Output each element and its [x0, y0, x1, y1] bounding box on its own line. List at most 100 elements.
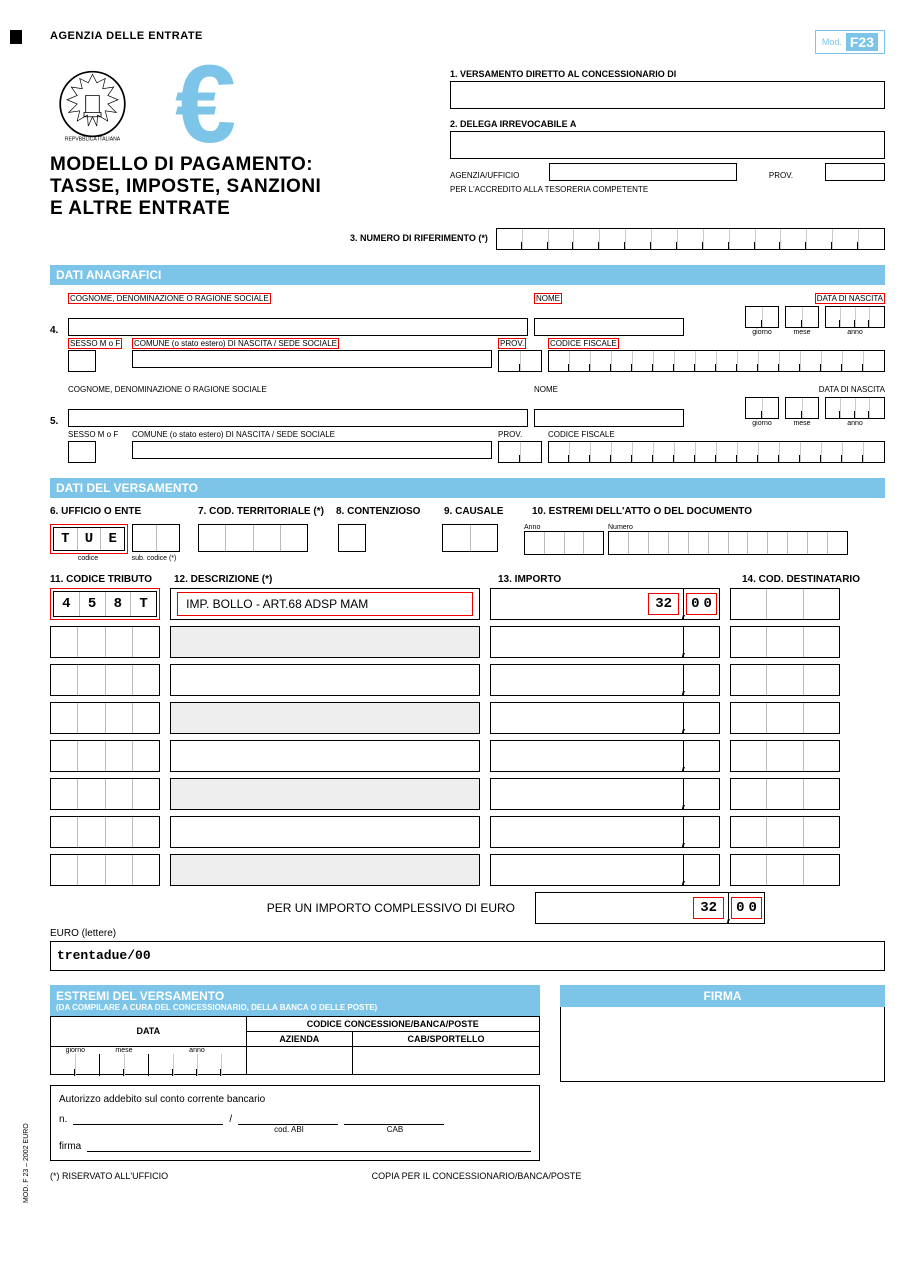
label-f13: 13. IMPORTO: [498, 574, 728, 585]
input-prov-4[interactable]: [498, 350, 542, 372]
input-delega[interactable]: [450, 131, 885, 159]
importo-totale: 3200: [535, 892, 765, 924]
desc-row-7[interactable]: [170, 816, 480, 848]
lbl-m: mese: [100, 1047, 149, 1054]
desc-row-4[interactable]: [170, 702, 480, 734]
footer-copia: COPIA PER IL CONCESSIONARIO/BANCA/POSTE: [372, 1171, 582, 1181]
firma-box[interactable]: [560, 1007, 885, 1082]
label-comune-4: COMUNE (o stato estero) DI NASCITA / SED…: [132, 338, 339, 349]
input-ufficio-codice[interactable]: TUE: [53, 527, 125, 551]
input-ufficio-sub[interactable]: [132, 524, 180, 552]
lbl-numero-atto: Numero: [608, 524, 633, 531]
input-agenzia[interactable]: [549, 163, 737, 181]
input-cabsport[interactable]: [353, 1046, 540, 1074]
desc-row-2[interactable]: [170, 626, 480, 658]
tot-int: 32: [700, 900, 717, 916]
importo-row-4[interactable]: [490, 702, 720, 734]
euro-icon: €: [175, 66, 236, 143]
desc-row-1[interactable]: IMP. BOLLO - ART.68 ADSP MAM: [170, 588, 480, 620]
desc-row-8[interactable]: [170, 854, 480, 886]
tributo-row-6[interactable]: [50, 778, 160, 810]
estremi-title: ESTREMI DEL VERSAMENTO: [56, 989, 534, 1003]
input-causale[interactable]: [442, 524, 498, 552]
lbl-cab: CAB: [345, 1125, 445, 1134]
importo-row-1[interactable]: 3200: [490, 588, 720, 620]
th-cab: CAB/SPORTELLO: [353, 1031, 540, 1046]
importo-row-2[interactable]: [490, 626, 720, 658]
lbl-mese-5: mese: [785, 420, 819, 427]
input-concessionario[interactable]: [450, 81, 885, 109]
input-conto-2[interactable]: [238, 1113, 338, 1125]
label-eurolettere: EURO (lettere): [50, 928, 885, 939]
dest-row-3[interactable]: [730, 664, 840, 696]
input-sesso-5[interactable]: [68, 441, 96, 463]
input-conto-n[interactable]: [73, 1113, 223, 1125]
input-territoriale[interactable]: [198, 524, 308, 552]
tributo-row-5[interactable]: [50, 740, 160, 772]
importo-row-7[interactable]: [490, 816, 720, 848]
input-contenzioso[interactable]: [338, 524, 366, 552]
label-totale: PER UN IMPORTO COMPLESSIVO DI EURO: [50, 895, 525, 921]
input-comune-5[interactable]: [132, 441, 492, 459]
trib-c3: T: [131, 592, 156, 616]
input-firma-auth[interactable]: [87, 1140, 531, 1152]
tributo-row-7[interactable]: [50, 816, 160, 848]
label-f7: 7. COD. TERRITORIALE (*): [198, 506, 328, 517]
mod-badge: Mod. F23: [815, 30, 885, 54]
tributo-row-8[interactable]: [50, 854, 160, 886]
auth-text: Autorizzo addebito sul conto corrente ba…: [59, 1094, 531, 1105]
tributo-row-2[interactable]: [50, 626, 160, 658]
label-accredito: PER L'ACCREDITO ALLA TESORERIA COMPETENT…: [450, 185, 885, 194]
importo-row-5[interactable]: [490, 740, 720, 772]
tributo-row-3[interactable]: [50, 664, 160, 696]
label-datanascita-5: DATA DI NASCITA: [819, 385, 885, 394]
input-cognome-4[interactable]: [68, 318, 528, 336]
input-nome-5[interactable]: [534, 409, 684, 427]
mod-label: Mod.: [822, 37, 842, 47]
input-cognome-5[interactable]: [68, 409, 528, 427]
estremi-header: ESTREMI DEL VERSAMENTO (DA COMPILARE A C…: [50, 985, 540, 1016]
lbl-codice: codice: [50, 555, 126, 562]
desc-row-6[interactable]: [170, 778, 480, 810]
row-num-5: 5.: [50, 416, 62, 427]
dest-row-2[interactable]: [730, 626, 840, 658]
input-prov[interactable]: [825, 163, 885, 181]
trib-c0: 4: [54, 592, 80, 616]
input-riferimento[interactable]: [496, 228, 885, 250]
input-conto-3[interactable]: [344, 1113, 444, 1125]
tributo-row-4[interactable]: [50, 702, 160, 734]
dest-row-7[interactable]: [730, 816, 840, 848]
input-prov-5[interactable]: [498, 441, 542, 463]
importo-row-8[interactable]: [490, 854, 720, 886]
dest-row-6[interactable]: [730, 778, 840, 810]
input-atto-numero[interactable]: [608, 531, 848, 555]
input-cf-5[interactable]: [548, 441, 885, 463]
row-num-4: 4.: [50, 325, 62, 336]
label-prov: PROV.: [769, 171, 793, 180]
input-atto-anno[interactable]: [524, 531, 604, 555]
desc-row-5[interactable]: [170, 740, 480, 772]
importo-row-6[interactable]: [490, 778, 720, 810]
importo-row-3[interactable]: [490, 664, 720, 696]
title-line1: MODELLO DI PAGAMENTO:: [50, 154, 430, 176]
label-sesso-4: SESSO M o F: [68, 338, 122, 349]
lbl-n: n.: [59, 1114, 67, 1125]
uff-c2: E: [101, 528, 124, 550]
input-nome-4[interactable]: [534, 318, 684, 336]
input-azienda[interactable]: [246, 1046, 352, 1074]
dest-row-4[interactable]: [730, 702, 840, 734]
input-comune-4[interactable]: [132, 350, 492, 368]
label-prov-4: PROV.: [498, 338, 526, 349]
lbl-subcodice: sub. codice (*): [130, 555, 178, 562]
label-f6: 6. UFFICIO O ENTE: [50, 506, 190, 517]
lbl-mese-4: mese: [785, 329, 819, 336]
input-cf-4[interactable]: [548, 350, 885, 372]
input-eurolettere[interactable]: trentadue/00: [50, 941, 885, 971]
agency-name: AGENZIA DELLE ENTRATE: [50, 30, 203, 42]
desc-row-3[interactable]: [170, 664, 480, 696]
input-sesso-4[interactable]: [68, 350, 96, 372]
dest-row-1[interactable]: [730, 588, 840, 620]
dest-row-5[interactable]: [730, 740, 840, 772]
dest-row-8[interactable]: [730, 854, 840, 886]
tributo-row-1[interactable]: 458T: [53, 591, 157, 617]
